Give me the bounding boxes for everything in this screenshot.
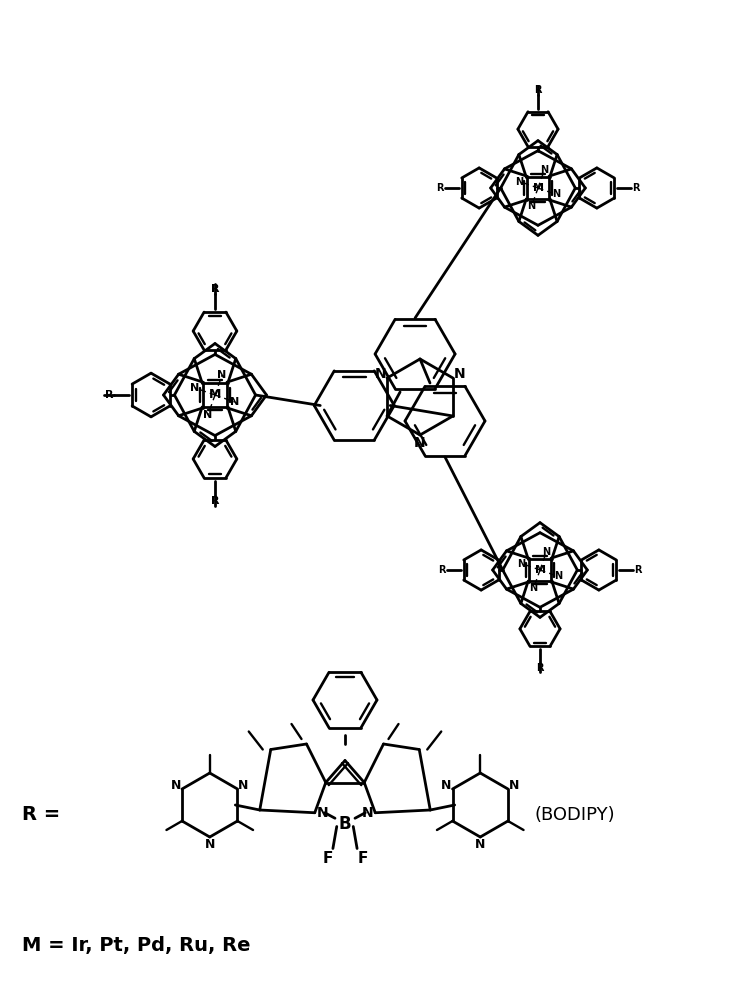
Text: N: N bbox=[530, 583, 538, 593]
Text: N: N bbox=[374, 367, 386, 381]
Text: R: R bbox=[211, 284, 219, 294]
Text: N: N bbox=[554, 571, 562, 581]
Text: R: R bbox=[632, 183, 640, 193]
Text: N: N bbox=[540, 165, 548, 175]
Text: M: M bbox=[534, 565, 545, 575]
Text: F: F bbox=[322, 851, 333, 866]
Text: (BODIPY): (BODIPY) bbox=[535, 806, 616, 824]
Text: N: N bbox=[190, 383, 200, 393]
Text: N: N bbox=[441, 779, 452, 792]
Text: N: N bbox=[171, 779, 181, 792]
Text: M: M bbox=[533, 183, 543, 193]
Text: M: M bbox=[209, 388, 221, 401]
Text: N: N bbox=[516, 177, 524, 187]
Text: N: N bbox=[552, 189, 560, 199]
Text: R: R bbox=[436, 183, 444, 193]
Text: R: R bbox=[635, 565, 642, 575]
Text: N: N bbox=[528, 201, 536, 211]
Text: B: B bbox=[339, 815, 351, 833]
Text: N: N bbox=[454, 367, 466, 381]
Text: R =: R = bbox=[22, 806, 60, 824]
Text: N: N bbox=[204, 838, 215, 850]
Text: F: F bbox=[357, 851, 368, 866]
Text: N: N bbox=[230, 397, 239, 407]
Text: N: N bbox=[204, 410, 212, 420]
Text: R: R bbox=[105, 390, 113, 400]
Text: N: N bbox=[361, 806, 373, 820]
Text: R: R bbox=[211, 496, 219, 506]
Text: N: N bbox=[542, 547, 551, 557]
Text: N: N bbox=[414, 436, 426, 450]
Text: N: N bbox=[317, 806, 328, 820]
Text: N: N bbox=[518, 559, 526, 569]
Text: N: N bbox=[509, 779, 519, 792]
Text: M = Ir, Pt, Pd, Ru, Re: M = Ir, Pt, Pd, Ru, Re bbox=[22, 936, 251, 954]
Text: R: R bbox=[534, 85, 542, 95]
Text: N: N bbox=[475, 838, 485, 850]
Text: R: R bbox=[536, 663, 544, 673]
Text: N: N bbox=[239, 779, 249, 792]
Text: R: R bbox=[438, 565, 446, 575]
Text: N: N bbox=[218, 370, 227, 380]
